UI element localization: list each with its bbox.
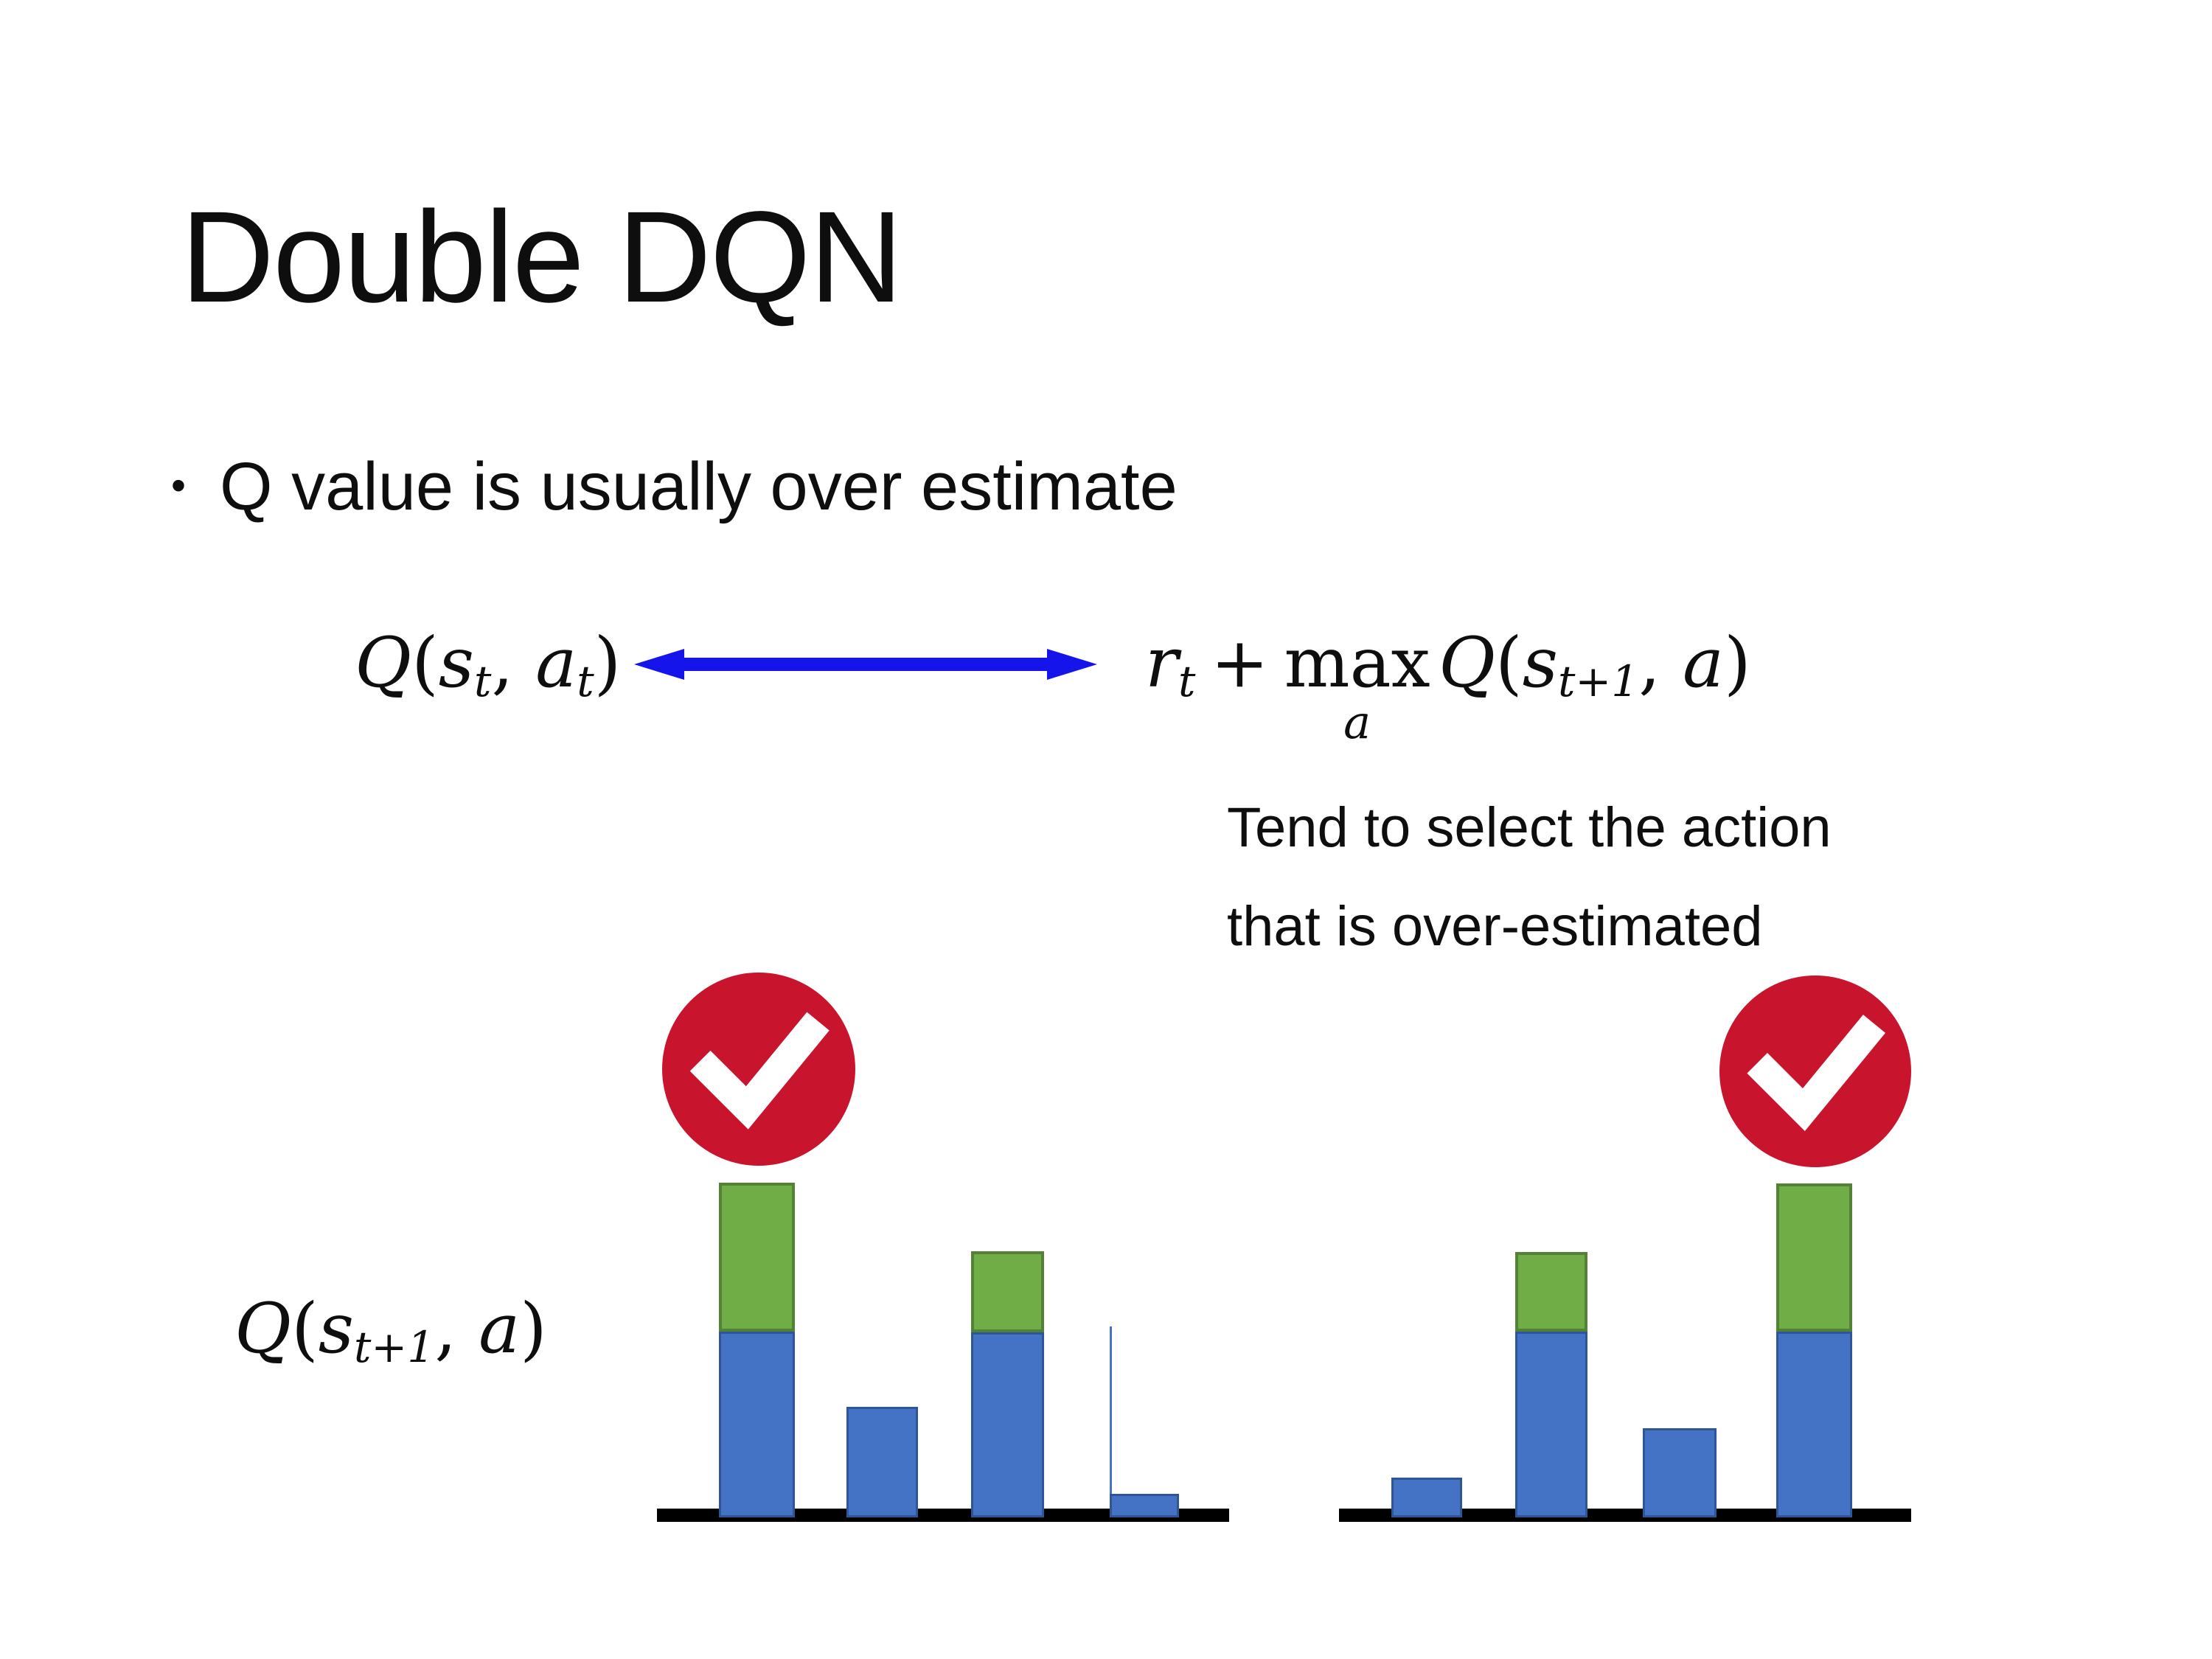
bullet-text: Q value is usually over estimate — [219, 449, 1178, 524]
bar-segment-green — [1776, 1183, 1852, 1332]
bar-segment-blue — [1515, 1332, 1587, 1517]
chart-axis-label: Q(st+1, a) — [234, 1289, 547, 1372]
bullet-marker: • — [171, 462, 186, 510]
bar-segment-blue — [971, 1332, 1044, 1517]
formula-q-st-at: Q(st, at) — [355, 623, 622, 706]
bar-segment-blue — [1110, 1494, 1179, 1517]
annotation-line-2: that is over-estimated — [1227, 894, 1763, 958]
chart-axis-line — [1339, 1509, 1911, 1522]
chart-axis-line — [657, 1509, 1229, 1522]
bar-segment-green — [719, 1183, 795, 1332]
bullet-line: • Q value is usually over estimate — [171, 448, 1178, 526]
bar-segment-blue — [1776, 1332, 1852, 1517]
bar-segment-blue — [1643, 1428, 1717, 1517]
formula-symbol: Q — [355, 623, 412, 703]
check-badge-icon — [662, 973, 855, 1166]
bar-segment-green — [971, 1251, 1044, 1332]
stray-bar-edge-line — [1110, 1326, 1112, 1494]
bar-segment-green — [1515, 1252, 1587, 1332]
check-badge-icon — [1719, 975, 1911, 1167]
annotation-text: Tend to select the action that is over-e… — [1227, 779, 1832, 976]
page-title: Double DQN — [181, 185, 903, 330]
bar-segment-blue — [1391, 1478, 1462, 1517]
max-operator: max a — [1284, 623, 1430, 749]
double-arrow-icon — [634, 649, 1097, 680]
bar-segment-blue — [719, 1332, 795, 1517]
formula-target: rt + max a Q(st+1, a) — [1145, 623, 1751, 749]
annotation-line-1: Tend to select the action — [1227, 796, 1832, 859]
bar-segment-blue — [846, 1407, 918, 1517]
